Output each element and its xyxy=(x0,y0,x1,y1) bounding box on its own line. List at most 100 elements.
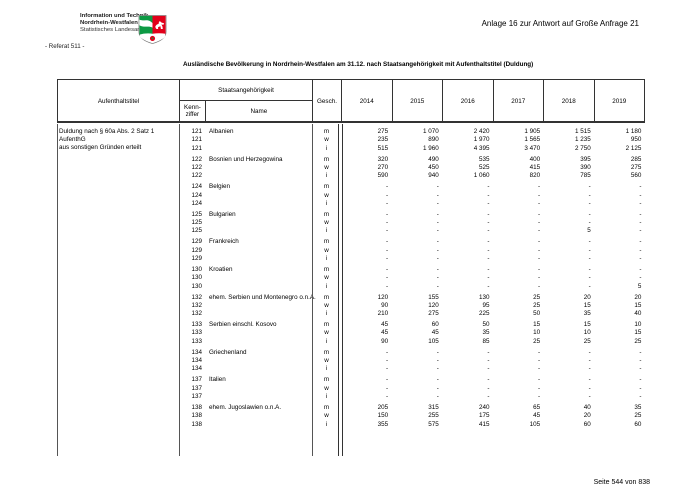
country-name-cell: ehem. Serbien und Montenegro o.n.A. xyxy=(209,293,316,301)
value-cell: - xyxy=(436,348,439,356)
value-cell: 60 xyxy=(583,420,591,428)
kennziffer-cell: 130 xyxy=(191,266,202,274)
value-cell: 60 xyxy=(431,321,439,329)
gender-cell: m xyxy=(323,293,330,301)
value-cell: - xyxy=(436,183,439,191)
anlage-note: Anlage 16 zur Antwort auf Große Anfrage … xyxy=(481,19,639,28)
country-group: 132 ehem. Serbien und Montenegro o.n.A. m 1… xyxy=(57,293,645,318)
value-cell: 45 xyxy=(381,321,389,329)
value-cell: - xyxy=(538,376,541,384)
kennziffer-cell: 132 xyxy=(191,310,202,318)
value-cell: 320 xyxy=(377,155,389,163)
value-cell: 395 xyxy=(580,155,591,163)
value-cell: 25 xyxy=(583,337,591,345)
value-cell: - xyxy=(639,376,642,384)
col-header-aufenthaltstitel: Aufenthaltstitel xyxy=(58,80,180,122)
value-cell: 590 xyxy=(377,172,389,180)
value-cell: 5 xyxy=(587,227,591,235)
agency-name-block: Information und Technik Nordrhein-Westfa… xyxy=(80,13,148,34)
value-cell: - xyxy=(436,357,439,365)
value-cell: - xyxy=(436,210,439,218)
value-cell: - xyxy=(436,274,439,282)
country-group: 130 Kroatien m - - - - - -130 w - - - - - -130 i - - - - -5 xyxy=(57,265,645,290)
value-cell: 20 xyxy=(583,412,591,420)
value-cell: - xyxy=(538,183,541,191)
table-row: 130 w - - - - - - xyxy=(57,274,645,282)
value-cell: - xyxy=(588,365,591,373)
value-cell: 1 905 xyxy=(524,128,541,136)
value-cell: - xyxy=(487,376,490,384)
gender-cell: m xyxy=(323,155,330,163)
aufenthaltstitel-value-line: Duldung nach § 60a Abs. 2 Satz 1 Aufenth… xyxy=(59,127,155,143)
kennziffer-cell: 121 xyxy=(191,128,202,136)
kennziffer-cell: 129 xyxy=(191,246,202,254)
table-row: 122 w 270 450 525 415 390 275 xyxy=(57,163,645,171)
gender-cell: m xyxy=(323,210,330,218)
value-cell: - xyxy=(386,282,389,290)
gender-cell: i xyxy=(325,420,328,428)
value-cell: 4 395 xyxy=(473,144,490,152)
col-header-year: 2014 xyxy=(342,80,393,122)
country-name-cell: Griechenland xyxy=(209,348,247,356)
table-row: 134 w - - - - - - xyxy=(57,356,645,364)
kennziffer-cell: 125 xyxy=(191,219,202,227)
gender-cell: m xyxy=(323,238,330,246)
table-row: 129 i - - - - - - xyxy=(57,254,645,262)
value-cell: - xyxy=(639,191,642,199)
value-cell: 105 xyxy=(529,420,541,428)
table-row: 132 i 210 275 225 50 35 40 xyxy=(57,310,645,318)
value-cell: 400 xyxy=(529,155,541,163)
gender-cell: m xyxy=(323,321,330,329)
table-rule xyxy=(57,124,58,456)
kennziffer-cell: 134 xyxy=(191,365,202,373)
value-cell: 240 xyxy=(478,403,490,411)
gender-cell: m xyxy=(323,348,330,356)
gender-cell: m xyxy=(323,403,330,411)
table-row: 133 w 45 45 35 10 10 15 xyxy=(57,329,645,337)
table-row: 137 w - - - - - - xyxy=(57,384,645,392)
kennziffer-cell: 133 xyxy=(191,337,202,345)
value-cell: 120 xyxy=(428,301,439,309)
gender-cell: w xyxy=(324,301,329,309)
value-cell: - xyxy=(538,227,541,235)
gender-cell: i xyxy=(325,172,328,180)
value-cell: 1 180 xyxy=(625,128,642,136)
kennziffer-cell: 124 xyxy=(191,191,202,199)
value-cell: - xyxy=(588,210,591,218)
country-group: 124 Belgien m - - - - - -124 w - - - - - -124 i - - - - - - xyxy=(57,183,645,208)
table-row: 134 i - - - - - - xyxy=(57,365,645,373)
value-cell: 275 xyxy=(377,128,389,136)
value-cell: - xyxy=(588,191,591,199)
value-cell: 15 xyxy=(634,329,642,337)
col-header-kennziffer-line: ziffer xyxy=(185,110,200,118)
kennziffer-cell: 130 xyxy=(191,274,202,282)
gender-cell: i xyxy=(325,392,328,400)
value-cell: - xyxy=(538,348,541,356)
value-cell: - xyxy=(487,266,490,274)
value-cell: - xyxy=(538,365,541,373)
value-cell: 255 xyxy=(428,412,439,420)
value-cell: - xyxy=(538,282,541,290)
value-cell: 415 xyxy=(529,164,541,172)
value-cell: 890 xyxy=(428,136,439,144)
value-cell: - xyxy=(386,266,389,274)
value-cell: 25 xyxy=(533,301,541,309)
table-row: 138 i 355 575 415 105 60 60 xyxy=(57,420,645,428)
value-cell: 60 xyxy=(634,420,642,428)
kennziffer-cell: 134 xyxy=(191,357,202,365)
value-cell: - xyxy=(588,219,591,227)
gender-cell: w xyxy=(324,191,329,199)
value-cell: 40 xyxy=(634,310,642,318)
value-cell: 85 xyxy=(482,337,490,345)
value-cell: 275 xyxy=(630,164,642,172)
value-cell: - xyxy=(436,266,439,274)
gender-cell: i xyxy=(325,227,328,235)
value-cell: 285 xyxy=(630,155,642,163)
value-cell: 15 xyxy=(533,321,541,329)
kennziffer-cell: 133 xyxy=(191,321,202,329)
value-cell: - xyxy=(487,348,490,356)
value-cell: - xyxy=(538,274,541,282)
aufenthaltstitel-value: Duldung nach § 60a Abs. 2 Satz 1 Aufenth… xyxy=(59,128,177,153)
agency-name-line: Nordrhein-Westfalen xyxy=(80,19,138,26)
agency-name-line: Statistisches Landesamt xyxy=(80,26,144,33)
